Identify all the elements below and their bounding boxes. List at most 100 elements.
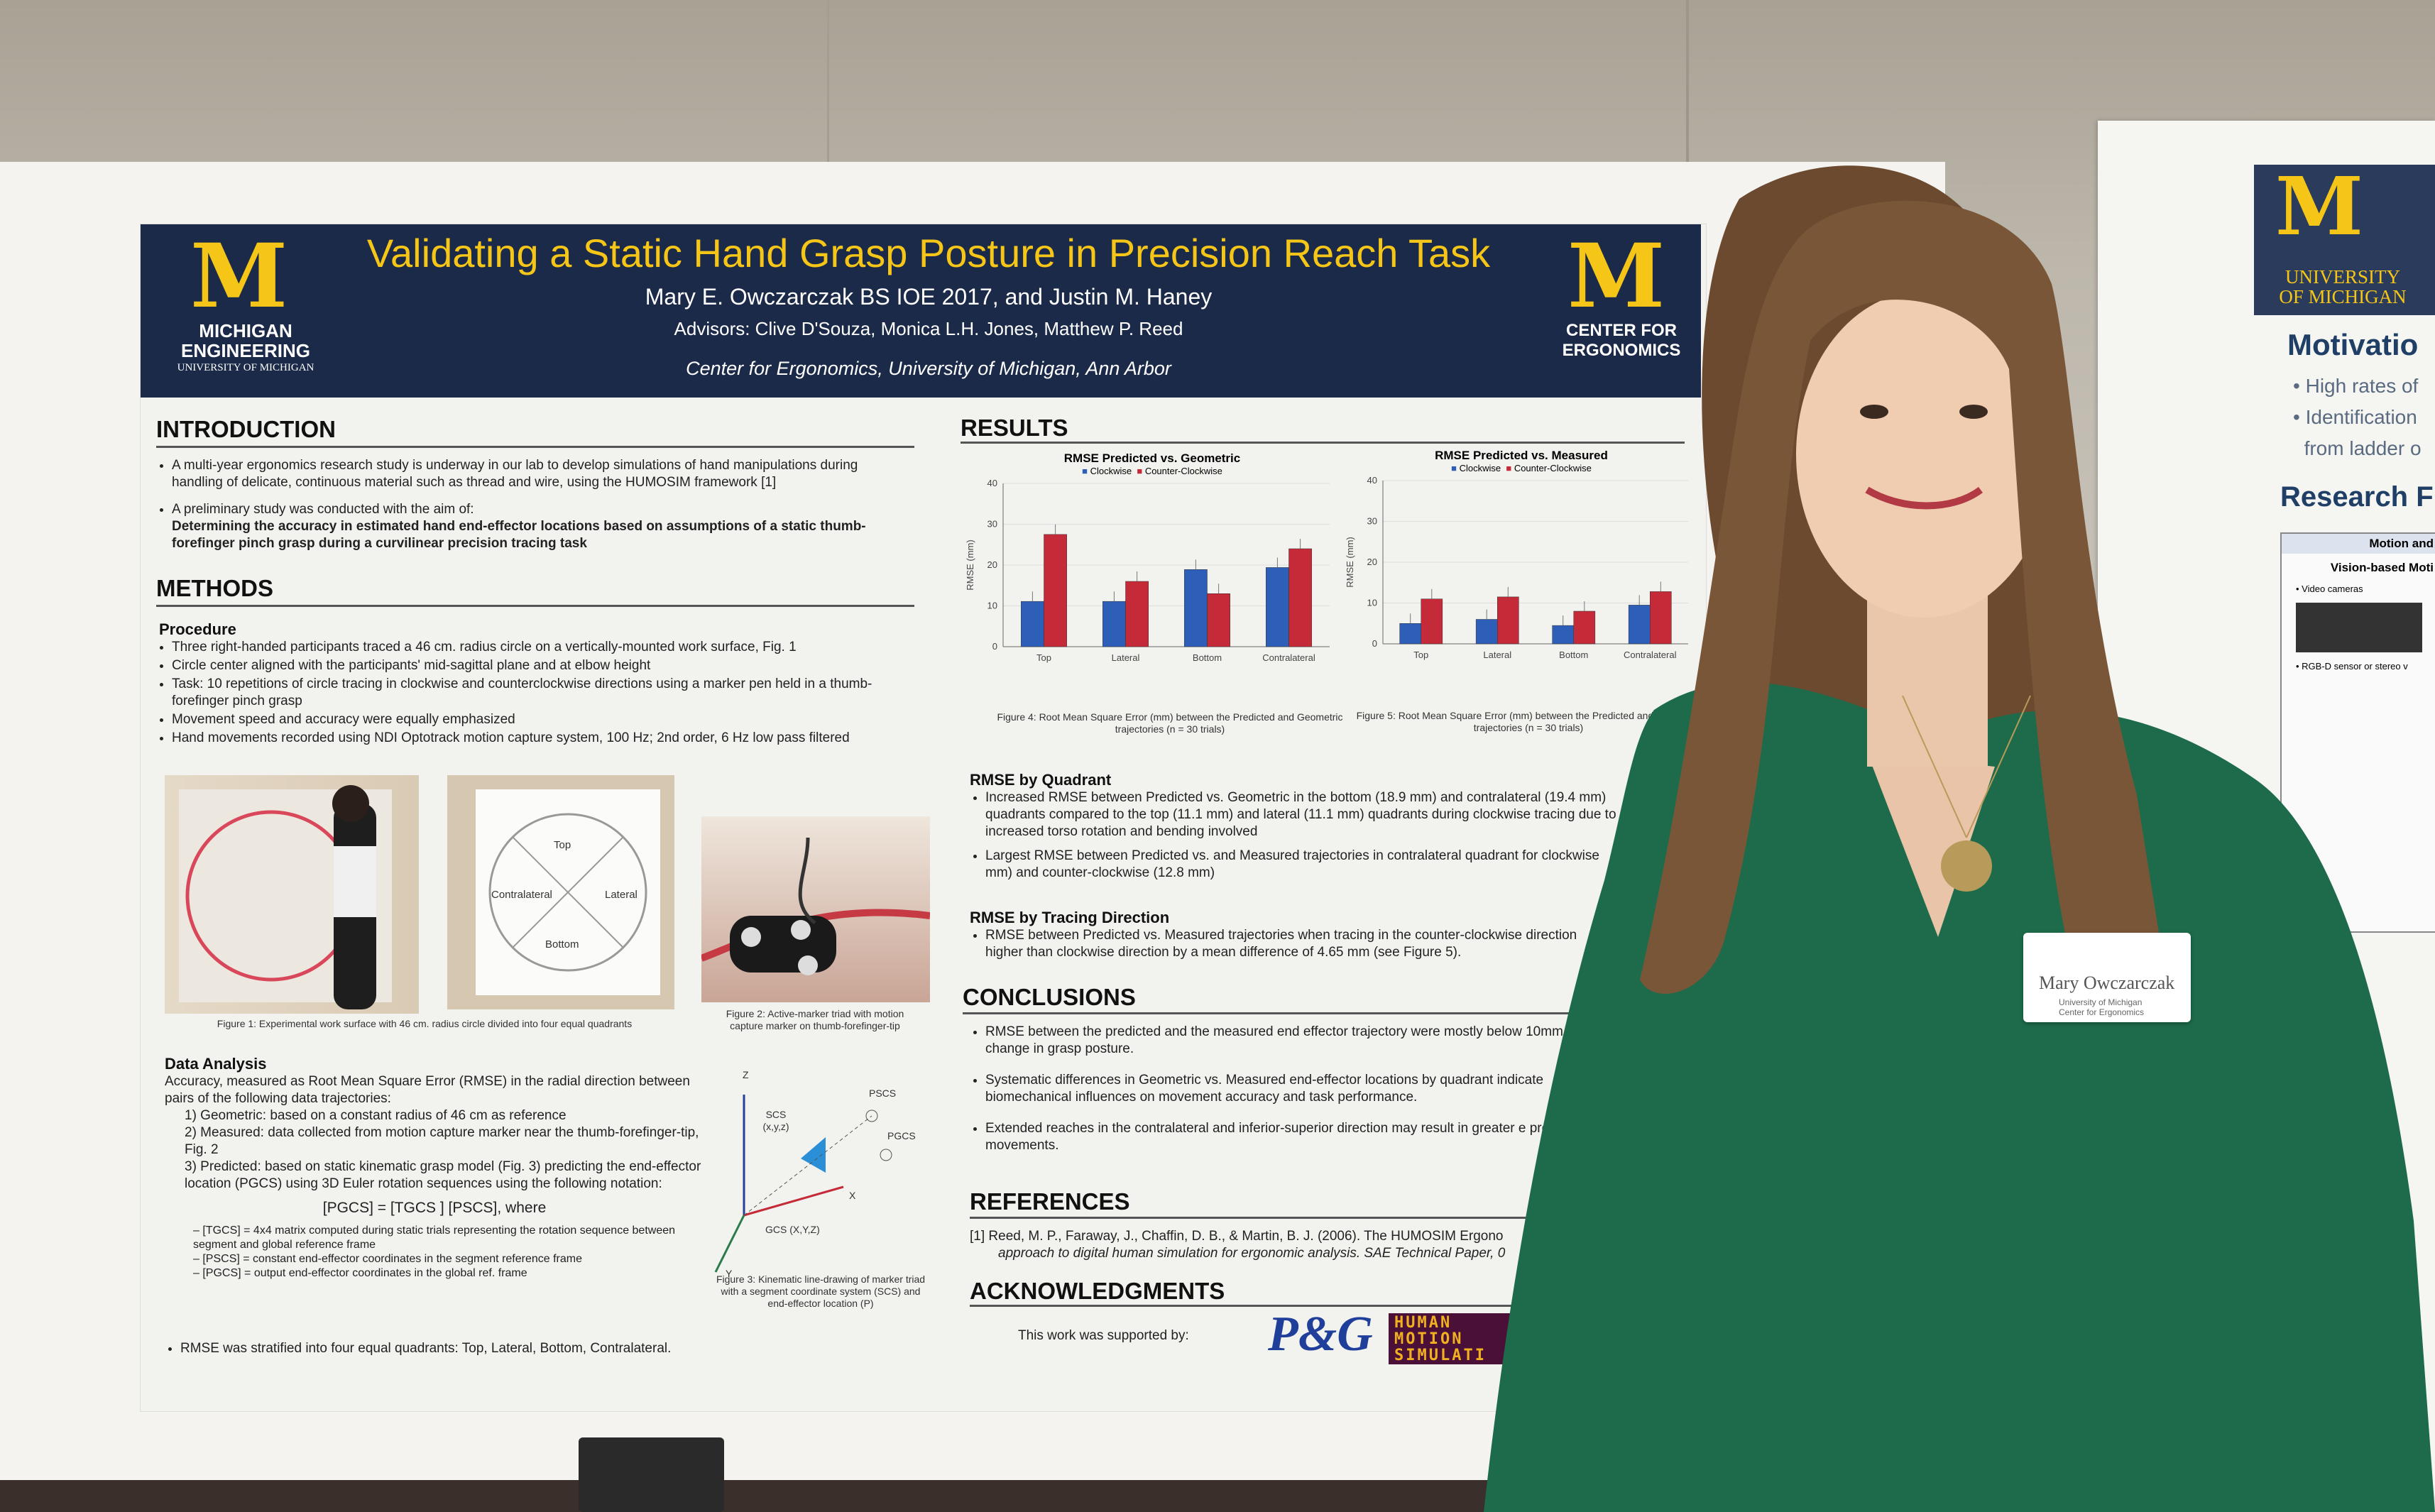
y-tick-label: 30 <box>1367 516 1377 527</box>
name-tag-name: Mary Owczarczak <box>2039 973 2175 993</box>
box-title: Motion and <box>2282 534 2435 554</box>
list-item: 2) Measured: data collected from motion … <box>185 1125 699 1157</box>
bar-counter-clockwise <box>1044 534 1067 647</box>
divider <box>156 446 914 448</box>
list-item: Task: 10 repetitions of circle tracing i… <box>172 676 909 710</box>
quadrant-label-lateral: Lateral <box>605 889 638 901</box>
divider <box>156 605 914 607</box>
bar-clockwise <box>1021 601 1044 647</box>
chart-legend: ■ Clockwise ■ Counter-Clockwise <box>1082 466 1222 476</box>
list-item: • High rates of <box>2293 375 2419 397</box>
block-m-logo: M <box>1567 225 1665 328</box>
pgcs-label: PGCS <box>887 1130 916 1141</box>
university-text: UNIVERSITY OF MICHIGAN <box>177 362 314 373</box>
x-tick-label: Top <box>1413 650 1428 660</box>
procedure-heading: Procedure <box>159 620 236 638</box>
references-heading: REFERENCES <box>970 1188 1130 1215</box>
box-item: • RGB-D sensor or stereo v <box>2296 661 2408 672</box>
quadrant-label-top: Top <box>554 839 571 851</box>
y-tick-label: 30 <box>987 519 997 530</box>
bar-clockwise <box>1266 567 1289 647</box>
list-item: Systematic differences in Geometric vs. … <box>985 1072 1623 1106</box>
list-item: – [PSCS] = constant end-effector coordin… <box>193 1253 583 1265</box>
chart-predicted-vs-measured: RMSE Predicted vs. Measured ■ Clockwise … <box>1340 449 1702 733</box>
name-tag-organization: University of Michigan Center for Ergonom… <box>2059 997 2145 1017</box>
pg-logo: P&G <box>1268 1307 1373 1362</box>
methods-heading: METHODS <box>156 575 273 601</box>
x-tick-label: Lateral <box>1112 652 1140 663</box>
figure2-caption: Figure 2: Active-marker triad with motio… <box>726 1008 904 1031</box>
y-tick-label: 20 <box>1367 557 1377 567</box>
second-poster-heading: Research F <box>2280 481 2434 513</box>
list-item: Movement speed and accuracy were equally… <box>172 711 909 728</box>
list-item: – [PGCS] = output end-effector coordinat… <box>193 1267 527 1279</box>
scs-label: SCS (x,y,z) <box>762 1109 789 1132</box>
hand-marker-photo <box>700 816 931 1002</box>
x-tick-label: Bottom <box>1559 650 1588 660</box>
y-tick-label: 40 <box>987 478 997 488</box>
bar-counter-clockwise <box>1650 591 1672 645</box>
list-item: Hand movements recorded using NDI Optotr… <box>172 730 909 747</box>
y-axis-label: RMSE (mm) <box>1345 537 1355 588</box>
x-tick-label: Contralateral <box>1262 652 1315 663</box>
list-item: • Identification <box>2293 406 2417 428</box>
quadrant-text: Increased RMSE between Predicted vs. Geo… <box>970 789 1623 883</box>
y-tick-label: 0 <box>1372 638 1377 649</box>
wall-seam <box>1686 0 1689 163</box>
data-analysis-heading: Data Analysis <box>165 1055 267 1073</box>
poster-title: Validating a Static Hand Grasp Posture i… <box>366 231 1491 275</box>
x-axis-label: X <box>849 1190 856 1201</box>
references-text: [1] Reed, M. P., Faraway, J., Chaffin, D… <box>970 1229 1506 1261</box>
gcs-label: GCS (X,Y,Z) <box>765 1224 820 1235</box>
name-tag <box>2023 933 2191 1022</box>
divider <box>961 442 1685 444</box>
second-poster-heading: Motivatio <box>2287 328 2419 361</box>
list-item: Increased RMSE between Predicted vs. Geo… <box>985 789 1623 840</box>
bar-chart: 0 10 20 30 40 RMSE (mm) Top Lateral Bottom Contra… <box>965 478 1330 663</box>
chart-legend: ■ Clockwise ■ Counter-Clockwise <box>1451 463 1592 473</box>
x-tick-label: Contralateral <box>1624 650 1677 660</box>
list-item: 1) Geometric: based on a constant radius… <box>185 1108 567 1123</box>
list-item: Largest RMSE between Predicted vs. and M… <box>985 848 1623 882</box>
center-for-ergonomics-logo-text: CENTER FOR ERGONOMICS <box>1562 321 1681 360</box>
circle-trace-image <box>179 785 392 1009</box>
poster-advisors: Advisors: Clive D'Souza, Monica L.H. Jon… <box>674 318 1183 339</box>
figure4-caption: Figure 4: Root Mean Square Error (mm) be… <box>997 711 1343 735</box>
figure3-caption: Figure 3: Kinematic line-drawing of mark… <box>716 1273 926 1309</box>
conclusions-heading: CONCLUSIONS <box>963 984 1136 1010</box>
list-item: from ladder o <box>2304 437 2422 459</box>
block-m-logo: M <box>190 225 288 328</box>
wall-seam <box>827 0 829 163</box>
second-poster-banner <box>2254 165 2435 315</box>
x-tick-label: Lateral <box>1483 650 1511 660</box>
data-analysis-text: Accuracy, measured as Root Mean Square E… <box>165 1073 704 1281</box>
procedure-list: Three right-handed participants traced a… <box>156 639 909 748</box>
list-item: Three right-handed participants traced a… <box>172 639 909 656</box>
figure1-caption: Figure 1: Experimental work surface with… <box>217 1018 633 1029</box>
list-item: 3) Predicted: based on static kinematic … <box>185 1159 701 1191</box>
chart-title: RMSE Predicted vs. Measured <box>1435 449 1608 462</box>
y-tick-label: 10 <box>987 601 997 611</box>
y-tick-label: 20 <box>987 559 997 570</box>
acknowledgments-text: This work was supported by: <box>1018 1328 1189 1343</box>
bar-clockwise <box>1184 569 1208 647</box>
poster-banner: M MICHIGAN ENGINEERING UNIVERSITY OF MICH… <box>141 224 1701 398</box>
poster-authors: Mary E. Owczarczak BS IOE 2017, and Just… <box>645 284 1213 309</box>
y-tick-label: 40 <box>1367 475 1377 486</box>
bar-counter-clockwise <box>1207 593 1230 647</box>
z-axis-label: Z <box>743 1069 749 1080</box>
x-tick-label: Bottom <box>1193 652 1222 663</box>
bar-counter-clockwise <box>1497 596 1519 645</box>
bar-clockwise <box>1475 619 1498 645</box>
michigan-engineering-logo-text: MICHIGAN ENGINEERING <box>180 320 311 361</box>
y-axis-label: RMSE (mm) <box>965 539 975 591</box>
x-tick-label: Top <box>1036 652 1051 663</box>
poster-affiliation: Center for Ergonomics, University of Mic… <box>686 358 1171 379</box>
table-edge <box>0 1480 1633 1512</box>
quadrant-heading: RMSE by Quadrant <box>970 771 1112 789</box>
introduction-text: A multi-year ergonomics research study i… <box>156 457 909 554</box>
kinematic-diagram: Z SCS (x,y,z) PSCS PGCS X GCS (X,Y,Z) Y <box>701 1066 929 1286</box>
camera-image <box>2296 603 2422 652</box>
second-poster-m-logo: M <box>2275 160 2363 253</box>
figure5-caption: Figure 5: Root Mean Square Error (mm) be… <box>1356 710 1701 733</box>
